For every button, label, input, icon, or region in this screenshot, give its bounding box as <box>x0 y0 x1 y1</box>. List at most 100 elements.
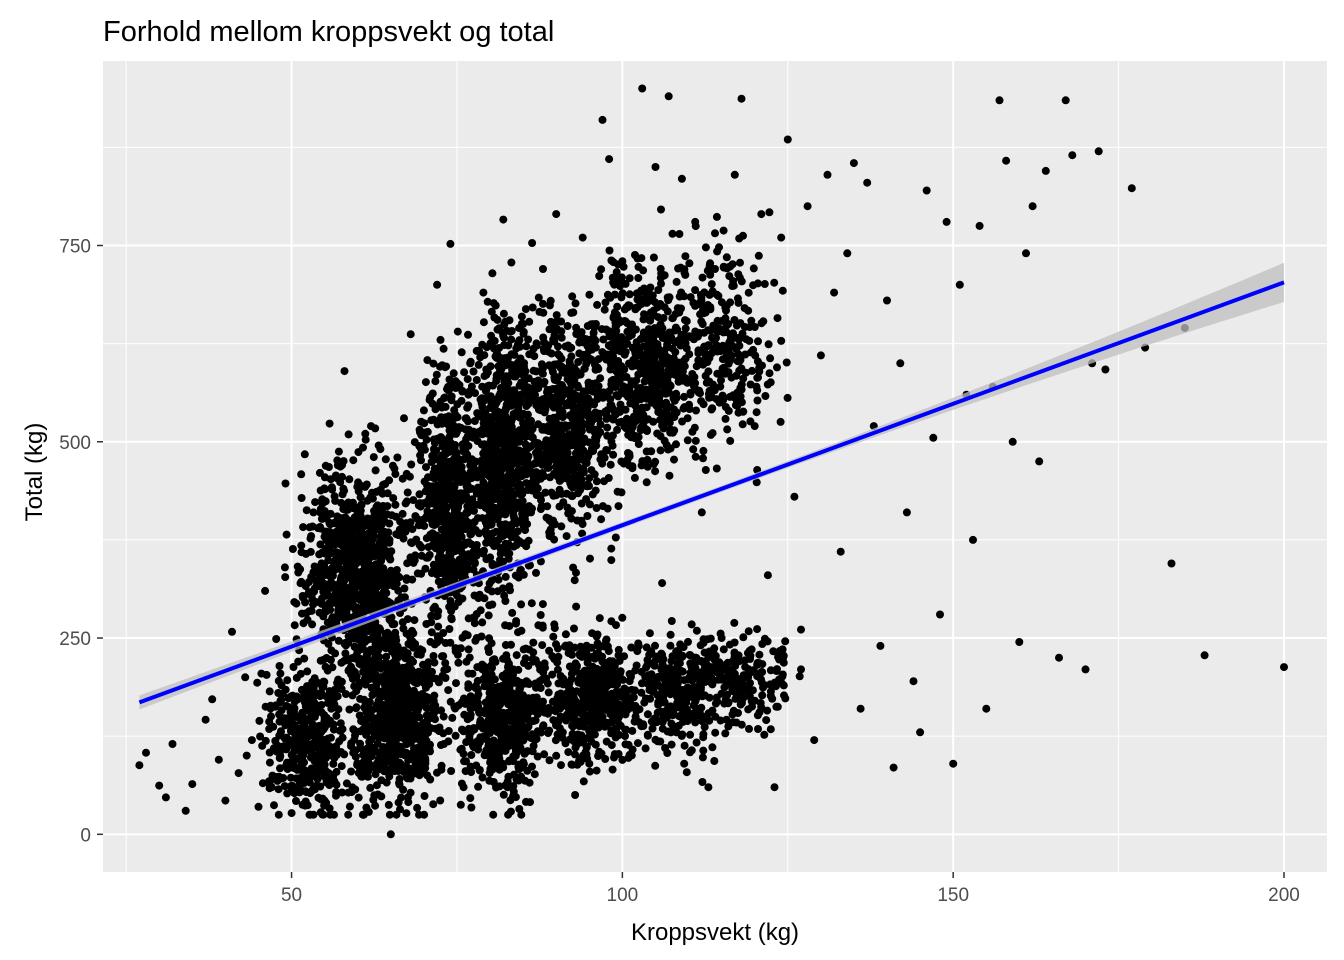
data-point <box>331 496 340 505</box>
data-point <box>569 563 578 572</box>
data-point <box>457 348 466 357</box>
data-point <box>372 487 381 496</box>
data-point <box>411 640 420 648</box>
data-point <box>625 290 634 299</box>
data-point <box>321 587 330 596</box>
data-point <box>506 436 515 445</box>
data-point <box>487 415 496 424</box>
data-point <box>548 670 557 679</box>
data-point <box>332 617 341 625</box>
data-point <box>317 599 326 608</box>
data-point <box>530 770 539 779</box>
data-point <box>602 446 611 455</box>
data-point <box>344 430 353 439</box>
data-point <box>607 544 616 553</box>
data-point <box>515 685 524 694</box>
data-point <box>481 387 490 396</box>
data-point <box>469 433 477 442</box>
data-point <box>288 545 297 553</box>
data-point <box>309 568 318 577</box>
data-point <box>464 680 473 689</box>
data-point <box>594 426 602 435</box>
data-point <box>441 522 450 530</box>
data-point <box>499 763 508 772</box>
data-point <box>423 356 432 365</box>
data-point <box>405 690 414 699</box>
data-point <box>528 433 537 442</box>
data-point <box>484 520 493 529</box>
data-point <box>413 803 422 812</box>
data-point <box>515 713 523 722</box>
data-point <box>403 559 412 568</box>
data-point <box>369 546 378 554</box>
data-point <box>498 708 507 717</box>
data-point <box>550 416 559 425</box>
data-point <box>486 500 495 509</box>
data-point <box>504 402 512 411</box>
data-point <box>300 654 309 663</box>
data-point <box>395 528 404 536</box>
data-point <box>505 683 514 692</box>
data-point <box>373 739 382 748</box>
data-point <box>420 515 429 524</box>
data-point <box>480 396 489 405</box>
data-point <box>505 582 514 591</box>
data-point <box>389 661 398 670</box>
data-point <box>429 652 438 660</box>
data-point <box>554 690 563 699</box>
data-point <box>456 594 465 603</box>
data-point <box>436 335 445 344</box>
data-point <box>536 406 545 415</box>
data-point <box>372 781 381 790</box>
data-point <box>588 490 597 499</box>
data-point <box>699 446 708 455</box>
data-point <box>473 546 482 555</box>
data-point <box>450 493 459 501</box>
data-point <box>597 265 606 274</box>
data-point <box>642 478 651 487</box>
data-point <box>326 605 335 614</box>
data-point <box>372 676 381 684</box>
data-point <box>378 570 387 579</box>
data-point <box>431 724 440 733</box>
data-point <box>464 417 472 426</box>
data-point <box>567 352 576 361</box>
data-point <box>453 413 462 422</box>
data-point <box>349 748 358 757</box>
data-point <box>340 639 349 648</box>
data-point <box>420 419 429 428</box>
data-point <box>412 679 421 688</box>
data-point <box>483 729 492 738</box>
data-point <box>332 711 341 720</box>
data-point <box>507 258 516 267</box>
data-point <box>490 405 499 414</box>
data-point <box>390 464 399 473</box>
data-point <box>430 510 438 518</box>
data-point <box>377 792 386 801</box>
data-point <box>374 645 383 654</box>
data-point <box>517 736 526 745</box>
data-point <box>317 573 326 581</box>
data-point <box>531 448 540 457</box>
data-point <box>468 495 477 504</box>
data-point <box>664 445 673 454</box>
data-point <box>365 494 374 503</box>
data-point <box>484 611 493 620</box>
data-point <box>424 658 433 667</box>
data-point <box>478 340 487 349</box>
data-point <box>597 515 606 524</box>
data-point <box>361 435 370 444</box>
data-point <box>516 369 525 378</box>
data-point <box>419 679 428 687</box>
data-point <box>427 628 436 637</box>
data-point <box>310 587 319 596</box>
data-point <box>463 631 472 640</box>
data-point <box>496 472 504 481</box>
data-point <box>381 730 390 739</box>
data-point <box>326 549 335 558</box>
data-point <box>352 559 361 568</box>
data-point <box>475 346 483 355</box>
data-point <box>401 654 410 663</box>
data-point <box>479 318 488 327</box>
data-point <box>303 615 312 624</box>
